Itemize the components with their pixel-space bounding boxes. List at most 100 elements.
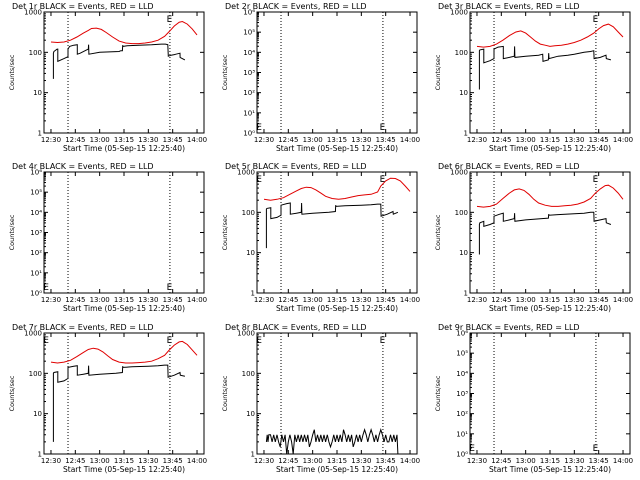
y-axis-label: Counts/sec	[221, 375, 229, 411]
panel-title: Det 6r BLACK = Events, RED = LLD	[438, 162, 580, 171]
detector-panel: Det 2r BLACK = Events, RED = LLD 12:30 12:…	[221, 2, 420, 153]
x-tick-label: 13:15	[114, 136, 134, 144]
x-tick-label: 14:00	[613, 457, 633, 465]
detector-panel: Det 8r BLACK = Events, RED = LLD 12:30 12:…	[221, 323, 420, 474]
y-tick-label: 10	[246, 410, 255, 418]
x-axis-label: Start Time (05-Sep-15 12:25:40)	[63, 144, 185, 153]
x-tick-label: 12:30	[41, 457, 61, 465]
y-axis-label: Counts/sec	[8, 214, 16, 250]
x-tick-label: 13:15	[540, 296, 560, 304]
e-marker: E	[593, 444, 599, 454]
y-tick-label: 10	[33, 89, 42, 97]
e-marker: E	[167, 283, 173, 293]
x-tick-label: 13:00	[303, 296, 323, 304]
x-tick-label: 13:15	[540, 136, 560, 144]
y-tick-label: 1	[464, 130, 468, 138]
detector-panel: Det 6r BLACK = Events, RED = LLD 12:30 12:…	[434, 162, 633, 313]
events-series-line	[52, 364, 186, 442]
x-tick-label: 12:30	[254, 136, 274, 144]
x-axis-label: Start Time (05-Sep-15 12:25:40)	[276, 465, 398, 474]
panel-title: Det 9r BLACK = Events, RED = LLD	[438, 323, 580, 332]
detector-panel: Det 1r BLACK = Events, RED = LLD 12:30 12:…	[8, 2, 207, 153]
y-tick-label: 10⁶	[30, 169, 42, 177]
y-tick-label: 100	[242, 370, 255, 378]
e-marker: E	[167, 336, 173, 346]
x-axis-label: Start Time (05-Sep-15 12:25:40)	[276, 144, 398, 153]
e-marker: E	[380, 336, 386, 346]
lld-series-line	[50, 20, 198, 45]
events-series-line	[52, 43, 186, 79]
x-tick-label: 12:45	[491, 136, 511, 144]
x-tick-label: 13:15	[114, 457, 134, 465]
x-tick-label: 13:30	[564, 457, 584, 465]
x-axis-label: Start Time (05-Sep-15 12:25:40)	[489, 144, 611, 153]
x-tick-label: 13:00	[516, 136, 536, 144]
y-tick-label: 1000	[450, 9, 468, 17]
lld-series-line	[50, 340, 198, 364]
y-axis-label: Counts/sec	[8, 54, 16, 90]
x-tick-label: 13:15	[327, 136, 347, 144]
y-tick-label: 1000	[24, 9, 42, 17]
y-tick-label: 10¹	[456, 430, 468, 438]
panel-title: Det 1r BLACK = Events, RED = LLD	[12, 2, 154, 11]
x-tick-label: 13:00	[516, 457, 536, 465]
x-tick-label: 12:30	[41, 136, 61, 144]
x-tick-label: 13:00	[303, 457, 323, 465]
y-tick-label: 10³	[30, 229, 42, 237]
x-tick-label: 13:45	[163, 457, 183, 465]
x-tick-label: 14:00	[400, 136, 420, 144]
y-tick-label: 10⁶	[243, 9, 255, 17]
y-tick-label: 1	[38, 130, 42, 138]
y-tick-label: 1	[38, 451, 42, 459]
y-tick-label: 10¹	[30, 269, 42, 277]
x-tick-label: 13:30	[351, 136, 371, 144]
x-tick-label: 13:45	[376, 296, 396, 304]
x-tick-label: 13:30	[138, 136, 158, 144]
x-axis-label: Start Time (05-Sep-15 12:25:40)	[63, 304, 185, 313]
y-tick-label: 1000	[237, 169, 255, 177]
x-tick-label: 13:45	[376, 136, 396, 144]
detector-panel: Det 4r BLACK = Events, RED = LLD 12:30 12:…	[8, 162, 207, 313]
y-tick-label: 10	[246, 249, 255, 257]
y-tick-label: 10¹	[243, 109, 255, 117]
x-tick-label: 12:45	[491, 296, 511, 304]
panel-title: Det 2r BLACK = Events, RED = LLD	[225, 2, 367, 11]
e-marker: E	[380, 175, 386, 185]
x-tick-label: 13:15	[114, 296, 134, 304]
e-marker: E	[167, 15, 173, 25]
panel-title: Det 8r BLACK = Events, RED = LLD	[225, 323, 367, 332]
y-tick-label: 1	[251, 290, 255, 298]
y-tick-label: 10	[459, 249, 468, 257]
events-series-line	[478, 211, 612, 255]
x-tick-label: 13:15	[327, 457, 347, 465]
x-tick-label: 13:30	[138, 457, 158, 465]
detector-panel: Det 3r BLACK = Events, RED = LLD 12:30 12:…	[434, 2, 633, 153]
e-marker: E	[43, 336, 49, 346]
y-axis-label: Counts/sec	[221, 214, 229, 250]
x-tick-label: 12:45	[278, 136, 298, 144]
y-tick-label: 10⁴	[456, 370, 468, 378]
x-tick-label: 13:45	[589, 136, 609, 144]
lld-series-line	[476, 23, 624, 48]
y-axis-label: Counts/sec	[434, 214, 442, 250]
x-axis-label: Start Time (05-Sep-15 12:25:40)	[63, 465, 185, 474]
detector-panel: Det 7r BLACK = Events, RED = LLD 12:30 12:…	[8, 323, 207, 474]
x-tick-label: 13:00	[303, 136, 323, 144]
y-axis-label: Counts/sec	[434, 54, 442, 90]
y-tick-label: 100	[455, 209, 468, 217]
events-series-line	[265, 202, 399, 249]
y-tick-label: 100	[29, 370, 42, 378]
y-tick-label: 10⁰	[456, 451, 468, 459]
y-tick-label: 10⁶	[456, 330, 468, 338]
y-axis-label: Counts/sec	[221, 54, 229, 90]
detector-panel: Det 9r BLACK = Events, RED = LLD 12:30 12:…	[434, 323, 633, 474]
x-tick-label: 14:00	[187, 296, 207, 304]
x-tick-label: 13:45	[163, 136, 183, 144]
y-tick-label: 1000	[24, 330, 42, 338]
y-tick-label: 10³	[456, 390, 468, 398]
y-tick-label: 10⁵	[456, 350, 468, 358]
x-tick-label: 14:00	[613, 296, 633, 304]
x-axis-label: Start Time (05-Sep-15 12:25:40)	[489, 465, 611, 474]
x-tick-label: 12:45	[65, 296, 85, 304]
